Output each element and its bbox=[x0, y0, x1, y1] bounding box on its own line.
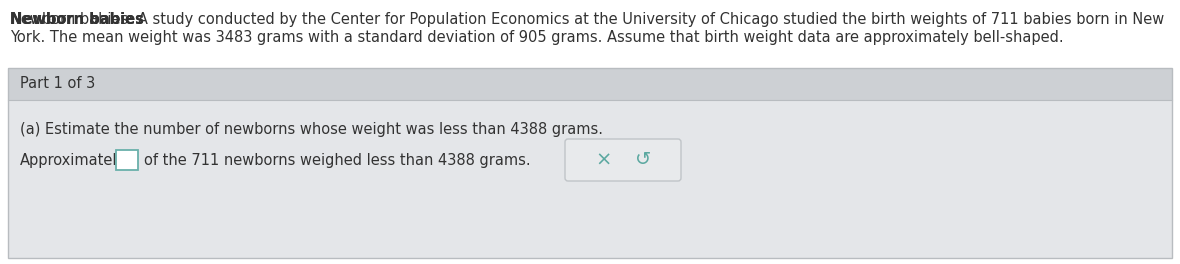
Bar bbox=[8, 68, 1172, 258]
Text: Newborn babies: Newborn babies bbox=[9, 12, 144, 27]
Text: Newborn babies: A study conducted by the Center for Population Economics at the : Newborn babies: A study conducted by the… bbox=[9, 12, 1165, 27]
Bar bbox=[8, 100, 1172, 258]
Text: Approximately: Approximately bbox=[20, 153, 126, 167]
Text: of the 711 newborns weighed less than 4388 grams.: of the 711 newborns weighed less than 43… bbox=[144, 153, 531, 167]
Text: ↺: ↺ bbox=[635, 150, 651, 169]
Text: Part 1 of 3: Part 1 of 3 bbox=[20, 77, 96, 92]
Text: York. The mean weight was 3483 grams with a standard deviation of 905 grams. Ass: York. The mean weight was 3483 grams wit… bbox=[9, 30, 1063, 45]
Text: (a) Estimate the number of newborns whose weight was less than 4388 grams.: (a) Estimate the number of newborns whos… bbox=[20, 122, 603, 137]
Text: Newborn babies: Newborn babies bbox=[9, 12, 144, 27]
Bar bbox=[116, 150, 138, 170]
Text: ×: × bbox=[595, 150, 611, 169]
FancyBboxPatch shape bbox=[565, 139, 681, 181]
Bar bbox=[8, 68, 1172, 100]
